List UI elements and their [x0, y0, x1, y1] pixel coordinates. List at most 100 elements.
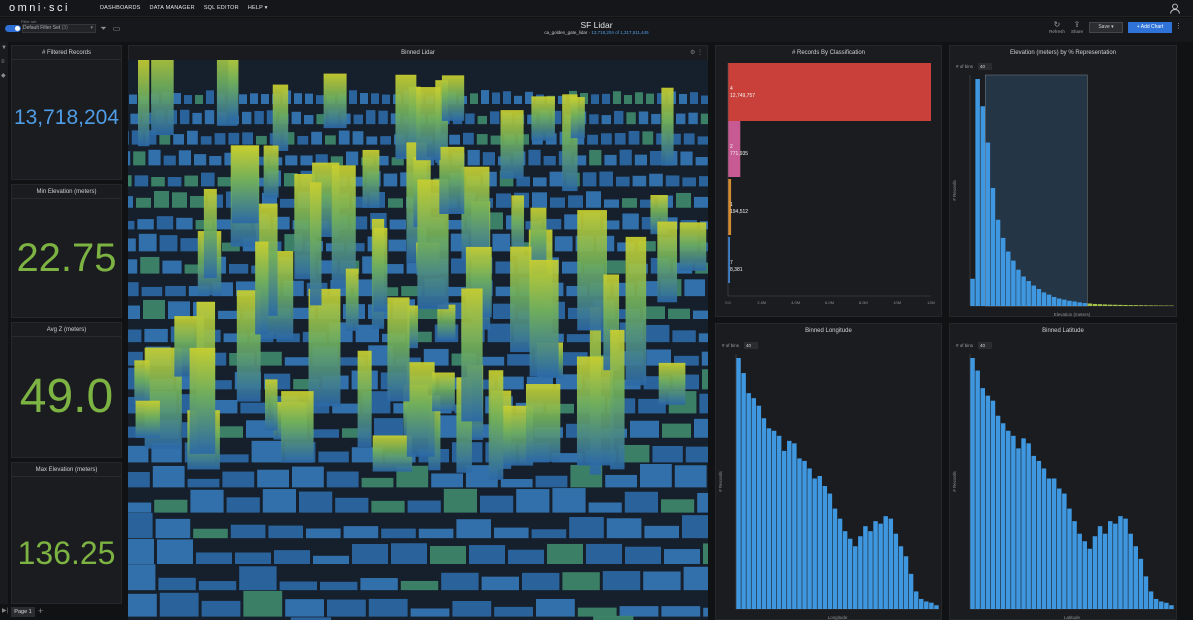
- histogram-bar[interactable]: [1092, 303, 1098, 306]
- histogram-bar[interactable]: [863, 526, 868, 609]
- histogram-bar[interactable]: [970, 358, 975, 609]
- histogram-bar[interactable]: [1036, 460, 1042, 609]
- histogram-bar[interactable]: [1011, 435, 1016, 609]
- user-icon[interactable]: [1169, 3, 1181, 14]
- histogram-bar[interactable]: [995, 415, 1001, 609]
- histogram-bar[interactable]: [1128, 305, 1133, 306]
- histogram-bar[interactable]: [1026, 281, 1031, 306]
- add-page-button[interactable]: +: [38, 606, 44, 616]
- histogram-bar[interactable]: [929, 602, 934, 609]
- histogram-bar[interactable]: [1133, 546, 1139, 609]
- histogram-bar[interactable]: [1113, 523, 1118, 609]
- histogram-bar[interactable]: [1169, 605, 1174, 609]
- histogram-bar[interactable]: [1011, 260, 1016, 306]
- histogram-bar[interactable]: [1082, 541, 1088, 609]
- classification-bar[interactable]: [728, 179, 732, 235]
- histogram-bar[interactable]: [1016, 448, 1021, 609]
- histogram-bar[interactable]: [1164, 602, 1169, 609]
- histogram-bar[interactable]: [1051, 296, 1057, 306]
- histogram-bar[interactable]: [1108, 304, 1113, 306]
- histogram-bar[interactable]: [873, 521, 878, 609]
- histogram-bar[interactable]: [893, 533, 899, 609]
- histogram-bar[interactable]: [1072, 521, 1077, 609]
- histogram-bar[interactable]: [766, 428, 772, 609]
- histogram-bar[interactable]: [1062, 493, 1067, 609]
- histogram-bar[interactable]: [975, 370, 980, 609]
- bins-input[interactable]: 40: [978, 63, 992, 70]
- add-chart-button[interactable]: + Add Chart: [1128, 22, 1172, 33]
- classification-bar[interactable]: [728, 121, 741, 177]
- histogram-bar[interactable]: [756, 405, 762, 609]
- histogram-bar[interactable]: [868, 531, 873, 609]
- elevation-histogram[interactable]: # Records Elevation (meters): [950, 73, 1178, 318]
- histogram-bar[interactable]: [771, 430, 777, 609]
- kpi-avg-z[interactable]: Avg Z (meters) 49.0: [11, 322, 122, 458]
- histogram-bar[interactable]: [1041, 292, 1047, 306]
- histogram-bar[interactable]: [1092, 536, 1098, 609]
- collapse-icon[interactable]: ▶|: [2, 608, 9, 614]
- histogram-bar[interactable]: [1062, 299, 1067, 306]
- histogram-bar[interactable]: [1021, 276, 1026, 306]
- histogram-bar[interactable]: [1057, 298, 1062, 306]
- histogram-bar[interactable]: [1087, 548, 1093, 609]
- histogram-bar[interactable]: [1123, 304, 1128, 306]
- histogram-bar[interactable]: [1138, 305, 1144, 306]
- lidar-3d-map[interactable]: [128, 60, 708, 620]
- longitude-panel[interactable]: Binned Longitude # of bins 40 # Records L…: [715, 323, 942, 620]
- elevation-panel[interactable]: Elevation (meters) by % Representation #…: [949, 45, 1177, 317]
- kpi-max-elevation[interactable]: Max Elevation (meters) 136.25: [11, 462, 122, 604]
- histogram-bar[interactable]: [1143, 305, 1149, 306]
- histogram-bar[interactable]: [1000, 423, 1006, 609]
- histogram-bar[interactable]: [985, 395, 991, 609]
- histogram-bar[interactable]: [975, 79, 980, 306]
- kpi-filtered-records[interactable]: # Filtered Records 13,718,204: [11, 45, 122, 180]
- longitude-histogram[interactable]: # Records Longitude: [716, 352, 943, 620]
- histogram-bar[interactable]: [1123, 518, 1128, 609]
- share-button[interactable]: ⇪ Share: [1069, 21, 1085, 35]
- classification-bar[interactable]: [728, 237, 730, 283]
- histogram-bar[interactable]: [1082, 303, 1088, 306]
- histogram-bar[interactable]: [888, 518, 894, 609]
- histogram-bar[interactable]: [903, 556, 909, 609]
- nav-sql-editor[interactable]: SQL EDITOR: [203, 5, 239, 11]
- histogram-bar[interactable]: [1118, 304, 1123, 306]
- histogram-bar[interactable]: [1133, 305, 1139, 306]
- tag-icon[interactable]: ◆: [1, 73, 6, 79]
- histogram-bar[interactable]: [827, 493, 833, 609]
- histogram-bar[interactable]: [1077, 302, 1082, 306]
- histogram-bar[interactable]: [817, 475, 822, 609]
- histogram-bar[interactable]: [1128, 533, 1133, 609]
- histogram-bar[interactable]: [776, 435, 782, 609]
- lidar-canvas[interactable]: [128, 60, 708, 620]
- histogram-bar[interactable]: [1148, 305, 1154, 306]
- histogram-bar[interactable]: [1143, 576, 1149, 609]
- histogram-bar[interactable]: [1148, 591, 1154, 609]
- nav-help[interactable]: HELP ▾: [247, 5, 268, 11]
- filter-toggle[interactable]: [5, 25, 21, 32]
- histogram-bar[interactable]: [1118, 516, 1123, 609]
- kpi-min-elevation[interactable]: Min Elevation (meters) 22.75: [11, 184, 122, 318]
- histogram-bar[interactable]: [898, 546, 904, 609]
- histogram-bar[interactable]: [1051, 478, 1057, 609]
- histogram-bar[interactable]: [980, 106, 986, 306]
- histogram-bar[interactable]: [970, 278, 975, 306]
- histogram-bar[interactable]: [858, 536, 863, 609]
- save-button[interactable]: Save ▾: [1089, 22, 1123, 33]
- histogram-bar[interactable]: [908, 573, 914, 609]
- dashboard-title[interactable]: SF Lidar: [580, 20, 613, 30]
- histogram-bar[interactable]: [985, 142, 991, 306]
- histogram-bar[interactable]: [822, 486, 828, 609]
- histogram-bar[interactable]: [1097, 526, 1103, 609]
- histogram-bar[interactable]: [1006, 251, 1011, 306]
- histogram-bar[interactable]: [1031, 285, 1037, 306]
- histogram-bar[interactable]: [792, 443, 797, 609]
- layers-icon[interactable]: ≡: [1, 59, 5, 65]
- page-tab[interactable]: Page 1: [11, 607, 35, 617]
- histogram-bar[interactable]: [842, 531, 848, 609]
- histogram-bar[interactable]: [1046, 294, 1052, 306]
- histogram-bar[interactable]: [853, 546, 858, 609]
- histogram-bar[interactable]: [807, 468, 812, 609]
- histogram-bar[interactable]: [1113, 304, 1118, 306]
- histogram-bar[interactable]: [1072, 301, 1077, 306]
